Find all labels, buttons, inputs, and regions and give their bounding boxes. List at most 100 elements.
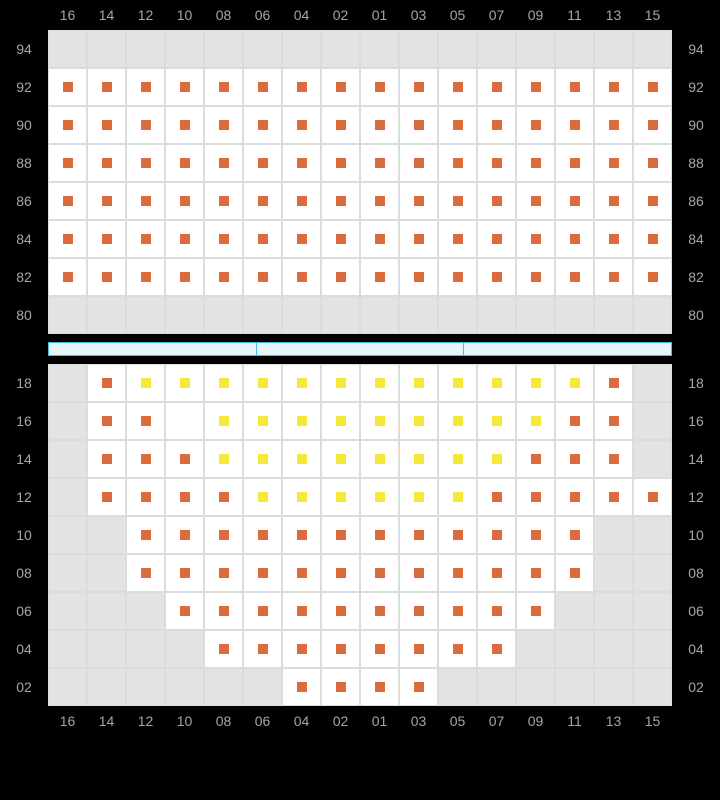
seat[interactable] bbox=[594, 402, 633, 440]
seat[interactable] bbox=[321, 554, 360, 592]
seat[interactable] bbox=[477, 182, 516, 220]
seat[interactable] bbox=[165, 220, 204, 258]
seat[interactable] bbox=[633, 478, 672, 516]
seat[interactable] bbox=[165, 68, 204, 106]
seat[interactable] bbox=[438, 68, 477, 106]
seat[interactable] bbox=[516, 220, 555, 258]
seat[interactable] bbox=[633, 182, 672, 220]
seat[interactable] bbox=[516, 554, 555, 592]
seat[interactable] bbox=[87, 144, 126, 182]
seat[interactable] bbox=[399, 144, 438, 182]
seat[interactable] bbox=[438, 220, 477, 258]
seat[interactable] bbox=[48, 106, 87, 144]
seat[interactable] bbox=[282, 630, 321, 668]
seat[interactable] bbox=[516, 68, 555, 106]
seat[interactable] bbox=[282, 592, 321, 630]
seat[interactable] bbox=[204, 478, 243, 516]
seat[interactable] bbox=[87, 364, 126, 402]
seat[interactable] bbox=[477, 258, 516, 296]
seat[interactable] bbox=[399, 630, 438, 668]
seat[interactable] bbox=[555, 220, 594, 258]
seat[interactable] bbox=[126, 478, 165, 516]
seat[interactable] bbox=[360, 478, 399, 516]
seat[interactable] bbox=[399, 182, 438, 220]
seat[interactable] bbox=[555, 182, 594, 220]
seat[interactable] bbox=[87, 440, 126, 478]
seat[interactable] bbox=[126, 402, 165, 440]
seat[interactable] bbox=[282, 668, 321, 706]
seat[interactable] bbox=[243, 68, 282, 106]
seat[interactable] bbox=[165, 182, 204, 220]
seat[interactable] bbox=[165, 592, 204, 630]
seat[interactable] bbox=[555, 106, 594, 144]
seat[interactable] bbox=[477, 630, 516, 668]
seat[interactable] bbox=[282, 554, 321, 592]
seat[interactable] bbox=[126, 364, 165, 402]
seat[interactable] bbox=[594, 182, 633, 220]
seat[interactable] bbox=[243, 258, 282, 296]
seat[interactable] bbox=[48, 258, 87, 296]
seat[interactable] bbox=[282, 478, 321, 516]
seat[interactable] bbox=[204, 592, 243, 630]
seat[interactable] bbox=[48, 68, 87, 106]
seat[interactable] bbox=[633, 68, 672, 106]
seat[interactable] bbox=[204, 554, 243, 592]
seat[interactable] bbox=[594, 144, 633, 182]
seat[interactable] bbox=[555, 478, 594, 516]
seat[interactable] bbox=[438, 516, 477, 554]
seat[interactable] bbox=[399, 220, 438, 258]
seat[interactable] bbox=[243, 478, 282, 516]
seat[interactable] bbox=[555, 364, 594, 402]
seat[interactable] bbox=[399, 68, 438, 106]
seat[interactable] bbox=[204, 258, 243, 296]
seat[interactable] bbox=[243, 516, 282, 554]
seat[interactable] bbox=[399, 592, 438, 630]
seat[interactable] bbox=[282, 144, 321, 182]
seat[interactable] bbox=[633, 220, 672, 258]
seat[interactable] bbox=[321, 220, 360, 258]
seat[interactable] bbox=[399, 364, 438, 402]
seat[interactable] bbox=[360, 516, 399, 554]
seat[interactable] bbox=[282, 516, 321, 554]
seat[interactable] bbox=[477, 554, 516, 592]
seat[interactable] bbox=[87, 258, 126, 296]
seat[interactable] bbox=[165, 516, 204, 554]
seat[interactable] bbox=[282, 106, 321, 144]
seat[interactable] bbox=[399, 554, 438, 592]
seat[interactable] bbox=[438, 258, 477, 296]
seat[interactable] bbox=[399, 258, 438, 296]
seat[interactable] bbox=[243, 630, 282, 668]
seat[interactable] bbox=[516, 106, 555, 144]
seat[interactable] bbox=[243, 440, 282, 478]
seat[interactable] bbox=[87, 478, 126, 516]
seat[interactable] bbox=[360, 220, 399, 258]
seat[interactable] bbox=[165, 364, 204, 402]
seat[interactable] bbox=[282, 182, 321, 220]
seat[interactable] bbox=[282, 68, 321, 106]
seat[interactable] bbox=[555, 440, 594, 478]
seat[interactable] bbox=[438, 182, 477, 220]
seat[interactable] bbox=[243, 220, 282, 258]
seat[interactable] bbox=[204, 630, 243, 668]
seat[interactable] bbox=[438, 478, 477, 516]
seat[interactable] bbox=[282, 440, 321, 478]
seat[interactable] bbox=[360, 258, 399, 296]
seat[interactable] bbox=[360, 144, 399, 182]
seat[interactable] bbox=[243, 144, 282, 182]
seat[interactable] bbox=[555, 68, 594, 106]
seat[interactable] bbox=[516, 258, 555, 296]
seat[interactable] bbox=[126, 182, 165, 220]
seat[interactable] bbox=[165, 554, 204, 592]
seat[interactable] bbox=[321, 440, 360, 478]
seat[interactable] bbox=[399, 402, 438, 440]
seat[interactable] bbox=[438, 402, 477, 440]
seat[interactable] bbox=[360, 630, 399, 668]
seat[interactable] bbox=[555, 402, 594, 440]
seat[interactable] bbox=[594, 258, 633, 296]
seat[interactable] bbox=[126, 144, 165, 182]
seat[interactable] bbox=[321, 258, 360, 296]
seat[interactable] bbox=[399, 478, 438, 516]
seat[interactable] bbox=[321, 144, 360, 182]
seat[interactable] bbox=[438, 364, 477, 402]
seat[interactable] bbox=[126, 68, 165, 106]
